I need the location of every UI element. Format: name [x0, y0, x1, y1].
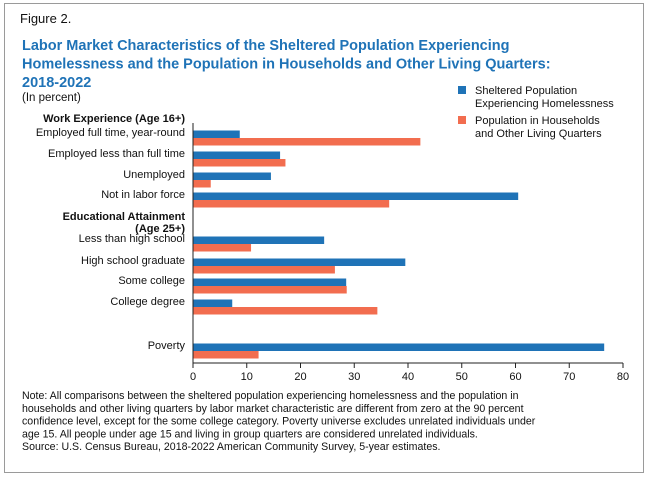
bar-series-1 [193, 192, 519, 200]
x-tick-label: 50 [456, 371, 468, 383]
note-line: age 15. All people under age 15 and livi… [22, 428, 478, 440]
note-line: Note: All comparisons between the shelte… [22, 390, 519, 402]
x-axis: 0 10 20 30 40 50 60 70 80 [190, 123, 629, 383]
bar-series-2 [193, 286, 347, 294]
legend-label: Sheltered Population [475, 85, 577, 97]
category-label: Not in labor force [101, 189, 185, 201]
category-label: College degree [110, 296, 185, 308]
category-label: Employed less than full time [48, 148, 185, 160]
chart-title-line: Homelessness and the Population in House… [22, 57, 551, 73]
category-label: Some college [118, 275, 185, 287]
x-tick-label: 0 [190, 371, 196, 383]
note-line: confidence level, except for the some co… [22, 416, 536, 428]
category-label: Poverty [148, 340, 186, 352]
category-label: Unemployed [123, 169, 185, 181]
bar-series-1 [193, 278, 347, 286]
legend-label: and Other Living Quarters [475, 128, 602, 140]
legend-label: Population in Households [475, 115, 600, 127]
category-label: Employed full time, year-round [36, 127, 185, 139]
bar-series-2 [193, 351, 259, 359]
category-labels: Employed full time, year-round Employed l… [36, 127, 186, 352]
bars [193, 130, 605, 359]
bar-series-1 [193, 236, 325, 244]
x-tick-label: 40 [402, 371, 414, 383]
bar-series-1 [193, 172, 271, 180]
category-label: Less than high school [79, 233, 185, 245]
bar-series-2 [193, 180, 211, 188]
bar-series-1 [193, 343, 605, 351]
bar-series-2 [193, 307, 378, 315]
bar-series-1 [193, 258, 406, 266]
bar-series-2 [193, 159, 286, 167]
legend-label: Experiencing Homelessness [475, 98, 614, 110]
x-tick-label: 30 [348, 371, 360, 383]
bar-series-2 [193, 138, 421, 146]
section-header: Educational Attainment [63, 211, 186, 223]
x-tick-label: 10 [241, 371, 253, 383]
bar-series-2 [193, 266, 335, 274]
chart-title-line: Labor Market Characteristics of the Shel… [22, 38, 509, 54]
section-header: (Age 25+) [135, 223, 185, 235]
chart-title: Labor Market Characteristics of the Shel… [22, 38, 551, 91]
section-header: Work Experience (Age 16+) [43, 113, 185, 125]
figure-label: Figure 2. [20, 11, 71, 26]
bar-series-1 [193, 299, 233, 307]
x-tick-label: 60 [509, 371, 521, 383]
bar-series-2 [193, 244, 252, 252]
category-label: High school graduate [81, 255, 185, 267]
x-tick-label: 80 [617, 371, 629, 383]
bar-series-2 [193, 200, 390, 208]
x-tick-label: 70 [563, 371, 575, 383]
bar-series-1 [193, 151, 281, 159]
x-tick-label: 20 [294, 371, 306, 383]
note-line: households and other living quarters by … [22, 403, 524, 415]
notes: Note: All comparisons between the shelte… [22, 390, 536, 453]
chart-subtitle: (In percent) [22, 92, 81, 104]
bar-series-1 [193, 130, 240, 138]
legend-swatch [458, 116, 466, 124]
legend-swatch [458, 86, 466, 94]
source-line: Source: U.S. Census Bureau, 2018-2022 Am… [22, 441, 440, 453]
section-headers: Work Experience (Age 16+) Educational Att… [43, 113, 185, 235]
chart-title-line: 2018-2022 [22, 75, 91, 91]
